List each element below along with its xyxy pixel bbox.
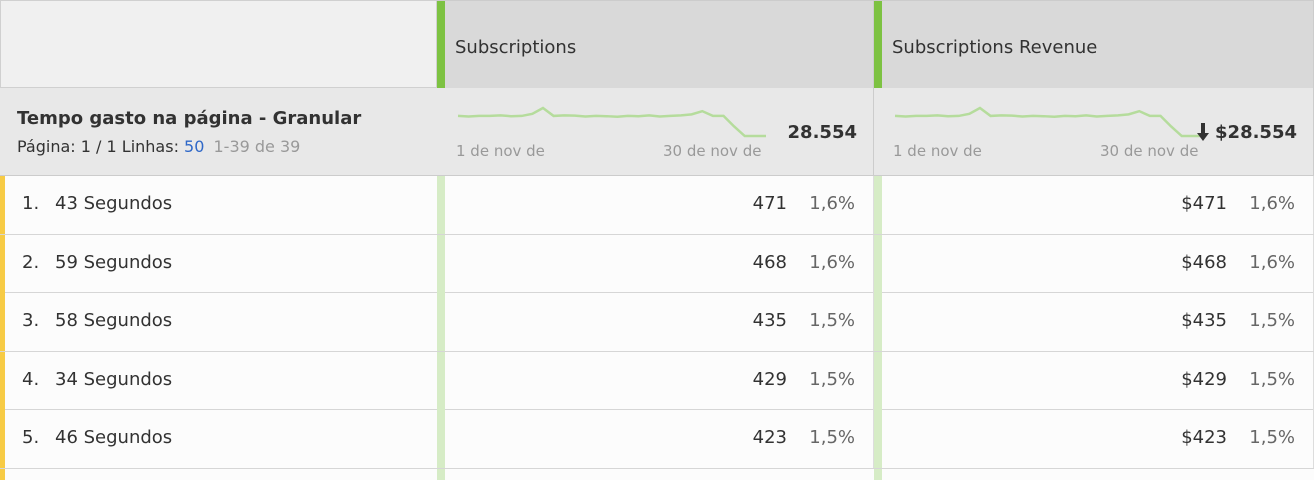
metric-value: 468 [752, 251, 787, 273]
column-stripe [437, 468, 445, 480]
sparkline [894, 106, 1203, 138]
row-marker [0, 410, 5, 468]
row-rank: 3. [22, 310, 40, 331]
trend-start: 1 de nov de [456, 142, 545, 160]
metric-percent: 1,6% [1249, 193, 1295, 214]
metric-value: $423 [1181, 427, 1227, 448]
metric-percent: 1,5% [809, 368, 855, 390]
column-drag-handle [437, 1, 445, 89]
trend-start: 1 de nov de [893, 142, 982, 160]
dimension-header: Tempo gasto na página - Granular Página:… [0, 88, 437, 176]
column-drag-handle [874, 1, 882, 89]
row-marker [0, 176, 5, 234]
metric-cell: 468 1,6% [437, 234, 874, 293]
table-row: 4. 34 Segundos 429 1,5% $429 1,5% [0, 351, 1314, 410]
table-row [0, 468, 1314, 480]
column-stripe [437, 293, 445, 351]
column-stripe [437, 410, 445, 468]
metric-value: 471 [752, 193, 787, 214]
row-marker [0, 468, 5, 480]
down-arrow [1197, 123, 1209, 141]
metric-percent: 1,5% [1249, 427, 1295, 448]
trend-end: 30 de nov de [1100, 142, 1199, 160]
row-rank: 5. [22, 427, 40, 448]
corner-cell [0, 0, 437, 88]
metric-cell: $435 1,5% [874, 293, 1314, 351]
table-row: 1. 43 Segundos 471 1,6% $471 1,6% [0, 176, 1314, 235]
metric-value: $429 [1181, 368, 1227, 390]
metric-value: $471 [1181, 193, 1227, 214]
column-total: 28.554 [787, 122, 857, 143]
metric-percent: 1,6% [1249, 251, 1295, 273]
row-range: 1-39 de 39 [213, 137, 301, 156]
metric-percent: 1,5% [809, 310, 855, 331]
metric-cell: $468 1,6% [874, 234, 1314, 293]
metric-cell: $471 1,6% [874, 176, 1314, 234]
metric-cell: 429 1,5% [437, 351, 874, 410]
metric-cell: $423 1,5% [874, 410, 1314, 468]
table-row: 2. 59 Segundos 468 1,6% $468 1,6% [0, 234, 1314, 293]
column-header: Subscriptions Revenue [874, 0, 1314, 89]
column-stripe [437, 176, 445, 234]
metric-cell: 435 1,5% [437, 293, 874, 351]
rows-label: Linhas: [121, 137, 179, 156]
metric-percent: 1,6% [809, 251, 855, 273]
pagination: Página: 1 / 1 Linhas: 50 1-39 de 39 [17, 137, 300, 156]
metric-cell: 471 1,6% [437, 176, 874, 234]
column-stripe [874, 351, 882, 410]
column-stripe [437, 351, 445, 410]
metric-value: $468 [1181, 251, 1227, 273]
table-row: 3. 58 Segundos 435 1,5% $435 1,5% [0, 293, 1314, 352]
metric-value: 423 [752, 427, 787, 448]
column-summary: 1 de nov de 30 de nov de 28.554 [437, 88, 874, 176]
metric-value: 429 [752, 368, 787, 390]
column-total: $28.554 [1215, 122, 1297, 143]
dimension-title: Tempo gasto na página - Granular [17, 108, 362, 129]
row-label: 58 Segundos [55, 310, 173, 331]
trend-end: 30 de nov de [663, 142, 762, 160]
metric-value: 435 [752, 310, 787, 331]
row-label: 43 Segundos [55, 193, 173, 214]
metric-percent: 1,6% [809, 193, 855, 214]
row-rank: 1. [22, 193, 40, 214]
column-stripe [874, 234, 882, 293]
metric-percent: 1,5% [809, 427, 855, 448]
row-marker [0, 234, 5, 293]
column-header: Subscriptions [437, 0, 874, 89]
metric-cell: $429 1,5% [874, 351, 1314, 410]
column-title: Subscriptions [455, 37, 577, 58]
metric-value: $435 [1181, 310, 1227, 331]
page-label: Página: 1 / 1 [17, 137, 117, 156]
sparkline [457, 106, 766, 138]
column-stripe [874, 293, 882, 351]
row-rank: 2. [22, 251, 40, 273]
row-label: 34 Segundos [55, 368, 173, 390]
metric-percent: 1,5% [1249, 368, 1295, 390]
column-title: Subscriptions Revenue [892, 37, 1098, 58]
row-label: 46 Segundos [55, 427, 173, 448]
column-summary: 1 de nov de 30 de nov de $28.554 [874, 88, 1314, 176]
column-stripe [874, 410, 882, 468]
trend-line [894, 106, 1203, 138]
column-stripe [874, 176, 882, 234]
table-row: 5. 46 Segundos 423 1,5% $423 1,5% [0, 410, 1314, 469]
metric-percent: 1,5% [1249, 310, 1295, 331]
row-marker [0, 351, 5, 410]
trend-line [457, 106, 766, 138]
column-stripe [437, 234, 445, 293]
column-stripe [874, 468, 882, 480]
row-label: 59 Segundos [55, 251, 173, 273]
row-marker [0, 293, 5, 351]
rows-per-page[interactable]: 50 [184, 137, 205, 156]
row-rank: 4. [22, 368, 40, 390]
metric-cell: 423 1,5% [437, 410, 874, 468]
